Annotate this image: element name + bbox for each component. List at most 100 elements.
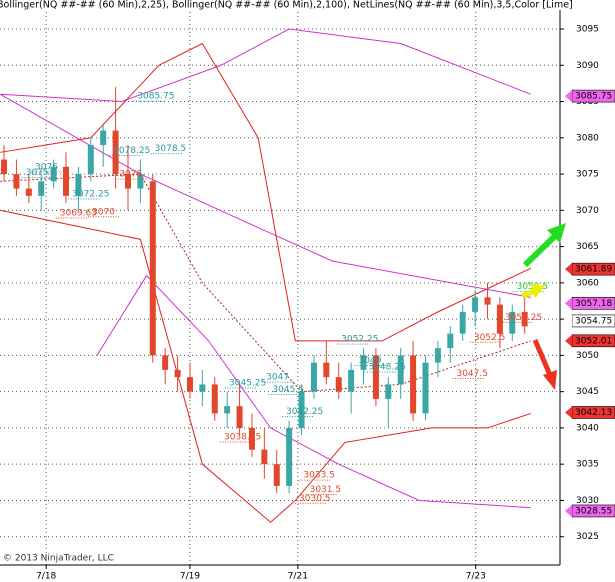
green-arrow	[522, 231, 560, 268]
candle-body	[174, 369, 181, 378]
candle-body	[484, 297, 491, 305]
y-tick-label: 3080	[576, 133, 599, 143]
candle-body	[410, 355, 417, 414]
candle-body	[236, 406, 243, 428]
net-line-label: 3045.25	[229, 378, 266, 388]
yellow-arrow-head	[531, 284, 545, 298]
band-line	[96, 274, 531, 509]
candle-body	[75, 174, 82, 196]
band-line	[0, 209, 532, 523]
net-line-label: 3047.5	[456, 369, 488, 379]
net-line-label: 3069.63	[60, 209, 97, 219]
price-flag-tip	[565, 90, 572, 103]
price-flag-tip	[565, 263, 572, 276]
candle-body	[248, 427, 255, 450]
price-flag-tip	[565, 314, 572, 327]
y-tick-label: 3060	[576, 278, 599, 288]
net-line-label: 3052.25	[341, 335, 378, 345]
candle-body	[459, 311, 466, 334]
candle-body	[447, 333, 454, 349]
y-tick-label: 3065	[576, 242, 599, 252]
net-line-label: 3076	[119, 170, 142, 180]
band-line	[0, 173, 532, 393]
y-tick-label: 3035	[576, 460, 599, 470]
candle-body	[323, 362, 330, 378]
price-flag-label: 3057.18	[575, 299, 612, 309]
candle-body	[149, 181, 156, 356]
y-tick-label: 3030	[576, 496, 599, 506]
y-tick-label: 3075	[576, 170, 599, 180]
net-line-label: 3085.75	[137, 92, 174, 102]
header: Bollinger(NQ ##-## (60 Min),2,25), Bolli…	[0, 0, 615, 11]
candle-body	[261, 449, 268, 465]
candle-body	[124, 174, 131, 189]
candle-body	[385, 384, 392, 399]
candle-body	[1, 159, 8, 175]
candle-body	[38, 181, 45, 196]
y-tick-label: 3090	[576, 61, 599, 71]
net-line-label: 3038.75	[224, 432, 261, 442]
candle-body	[273, 464, 280, 486]
candle-body	[25, 188, 32, 196]
net-line-label: 3072.25	[72, 190, 109, 200]
band-line	[0, 28, 532, 103]
net-line-label: 3048.25	[368, 362, 405, 372]
price-flag-label: 3028.55	[575, 506, 612, 516]
net-line-label: 3030.5	[299, 494, 331, 504]
candle-body	[521, 311, 528, 327]
y-tick-label: 3040	[576, 423, 599, 433]
candle-body	[286, 427, 293, 486]
indicator-header: Bollinger(NQ ##-## (60 Min),2,25), Bolli…	[0, 0, 615, 11]
candle-body	[360, 355, 367, 370]
net-line-label: 3055.25	[505, 313, 542, 323]
net-line-label: 3045.5	[272, 385, 304, 395]
candle-body	[224, 406, 231, 414]
x-tick-label: 7/23	[466, 572, 486, 582]
copyright: © 2013 NinjaTrader, LLC	[3, 554, 114, 564]
candle-body	[472, 297, 479, 312]
y-tick-label: 3045	[576, 387, 599, 397]
y-tick-label: 3050	[576, 351, 599, 361]
candle-body	[496, 304, 503, 334]
net-line-label: 3070	[92, 207, 115, 217]
net-line-label: 3078.25	[113, 146, 150, 156]
net-line-label: 3078.5	[155, 144, 187, 154]
price-flag-label: 3052.01	[575, 336, 612, 346]
price-flag-label: 3061.89	[575, 265, 612, 275]
candle-body	[162, 355, 169, 370]
candle-body	[211, 384, 218, 414]
y-tick-label: 3025	[576, 532, 599, 542]
candle-body	[63, 166, 70, 196]
x-tick-label: 7/21	[288, 572, 308, 582]
price-flag-label: 3042.13	[575, 408, 612, 418]
candle-body	[509, 311, 516, 334]
candle-body	[422, 362, 429, 414]
net-line-label: 3052.5	[474, 333, 506, 343]
net-line-label: 3076	[35, 162, 58, 172]
price-flag-tip	[565, 297, 572, 310]
red-arrow-head	[543, 370, 557, 390]
red-arrow	[532, 339, 553, 376]
candle-body	[186, 377, 193, 392]
x-tick-label: 7/18	[36, 572, 56, 582]
candle-body	[372, 355, 379, 399]
candle-body	[348, 369, 355, 392]
candle-body	[13, 174, 20, 189]
y-tick-label: 3070	[576, 206, 599, 216]
band-line	[0, 42, 532, 342]
candle-body	[112, 130, 119, 175]
candle-body	[100, 130, 107, 146]
candle-body	[199, 384, 206, 392]
price-flag-tip	[565, 334, 572, 347]
price-flag-tip	[565, 406, 572, 419]
net-line-label: 3075	[26, 168, 49, 178]
candle-body	[50, 166, 57, 182]
x-tick-label: 7/19	[180, 572, 200, 582]
price-flag-label: 3085.75	[575, 92, 612, 102]
net-line-label: 3031.5	[310, 485, 342, 495]
price-flag-label: 3054.75	[575, 316, 612, 326]
candle-body	[335, 377, 342, 392]
